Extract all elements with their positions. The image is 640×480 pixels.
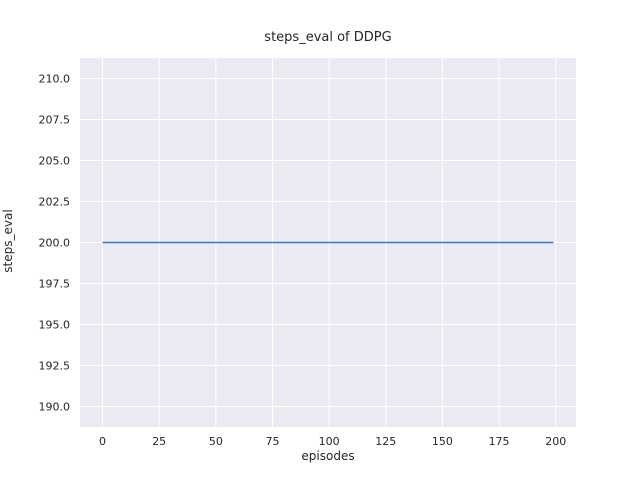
x-tick-label: 50 — [208, 435, 223, 448]
y-tick-label: 210.0 — [38, 72, 71, 85]
x-tick-label: 0 — [99, 435, 107, 448]
y-tick-label: 190.0 — [38, 400, 71, 413]
y-tick-label: 207.5 — [38, 113, 71, 126]
y-tick-label: 205.0 — [38, 154, 71, 167]
plot-area — [80, 58, 576, 427]
y-tick-label: 192.5 — [38, 359, 71, 372]
x-tick-label: 125 — [375, 435, 397, 448]
x-tick-label: 200 — [545, 435, 567, 448]
x-tick-label: 75 — [265, 435, 280, 448]
x-tick-label: 175 — [488, 435, 510, 448]
y-tick-label: 195.0 — [38, 318, 71, 331]
y-axis-label: steps_eval — [1, 209, 15, 273]
plot-canvas — [80, 58, 576, 427]
x-axis-label: episodes — [301, 449, 355, 463]
y-tick-label: 202.5 — [38, 195, 71, 208]
y-tick-label: 197.5 — [38, 277, 71, 290]
x-tick-label: 100 — [318, 435, 340, 448]
x-tick-label: 25 — [152, 435, 167, 448]
x-tick-label: 150 — [431, 435, 453, 448]
y-tick-label: 200.0 — [38, 236, 71, 249]
chart-title: steps_eval of DDPG — [264, 30, 392, 45]
